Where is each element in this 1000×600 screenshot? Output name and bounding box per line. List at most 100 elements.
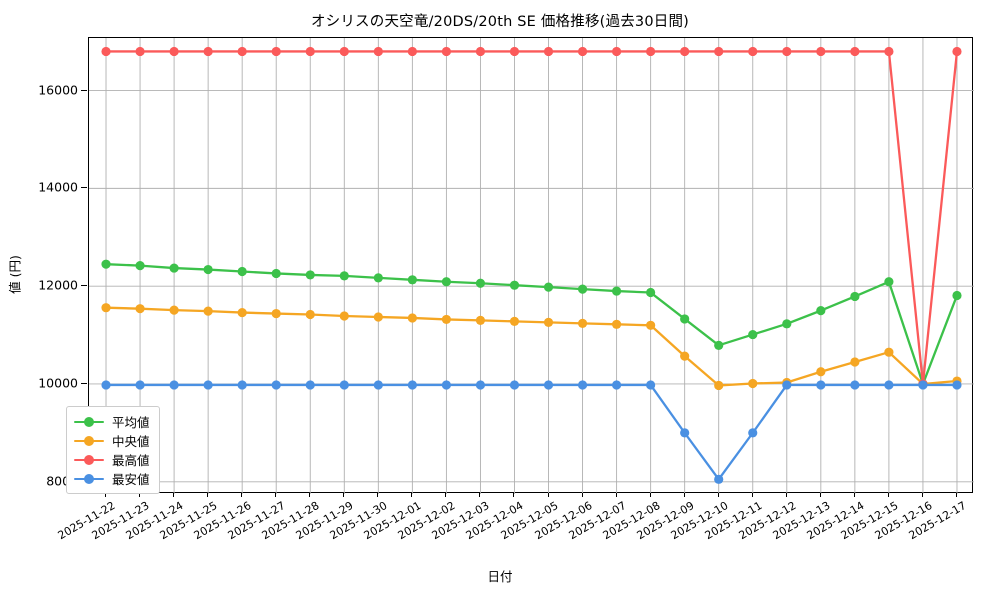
x-axis-tick-mark — [275, 493, 277, 497]
legend-item-平均値[interactable]: 平均値 — [74, 412, 150, 431]
data-point — [612, 380, 622, 390]
data-point — [441, 46, 451, 57]
data-point — [748, 428, 758, 438]
data-point — [407, 313, 417, 323]
legend-item-最高値[interactable]: 最高値 — [74, 450, 150, 469]
data-point — [816, 367, 826, 377]
x-axis-tick-mark — [343, 493, 345, 497]
data-point — [169, 263, 179, 273]
data-point — [203, 380, 213, 390]
data-point — [543, 317, 554, 327]
series-line-平均値 — [104, 263, 959, 386]
data-point — [169, 305, 179, 315]
legend-label: 中央値 — [112, 434, 150, 449]
data-point — [714, 46, 724, 57]
x-axis-tick-mark — [717, 493, 719, 497]
legend-item-中央値[interactable]: 中央値 — [74, 431, 150, 450]
data-point — [441, 314, 451, 325]
data-point — [101, 303, 111, 313]
y-axis-tick-label: 12000 — [38, 277, 78, 293]
data-point — [850, 291, 860, 302]
data-point — [816, 380, 826, 390]
data-point — [748, 329, 758, 340]
data-point — [305, 380, 315, 390]
x-axis-tick-mark — [751, 493, 753, 497]
x-axis-tick-mark — [819, 493, 821, 497]
x-axis-tick-mark — [309, 493, 311, 497]
legend-swatch-icon — [74, 434, 104, 448]
data-point — [646, 46, 656, 57]
data-point — [475, 278, 486, 288]
data-point — [577, 46, 588, 57]
x-axis-tick-mark — [615, 493, 617, 497]
data-point — [680, 428, 690, 438]
data-point — [646, 287, 656, 298]
data-point — [577, 380, 588, 390]
data-point — [305, 270, 315, 280]
y-axis-tick-mark — [81, 382, 87, 384]
data-point — [850, 380, 860, 390]
data-point — [101, 380, 111, 390]
x-axis-tick-mark — [139, 493, 141, 497]
data-point — [680, 46, 690, 57]
legend-item-最安値[interactable]: 最安値 — [74, 469, 150, 488]
data-point — [135, 261, 145, 271]
data-point — [577, 284, 588, 294]
data-point — [373, 46, 383, 57]
data-point — [816, 46, 826, 57]
x-axis-tick-mark — [207, 493, 209, 497]
data-point — [237, 266, 247, 277]
data-series-layer — [101, 46, 962, 484]
data-point — [169, 46, 179, 57]
data-point — [339, 271, 349, 281]
data-point — [475, 46, 486, 57]
data-point — [237, 380, 247, 390]
data-point — [237, 307, 247, 318]
data-point — [748, 378, 758, 389]
data-point — [339, 46, 349, 57]
legend-label: 平均値 — [112, 415, 150, 430]
y-axis-tick-mark — [81, 187, 87, 189]
x-axis-tick-mark — [921, 493, 923, 497]
data-point — [543, 282, 554, 292]
data-point — [271, 46, 281, 57]
x-axis-tick-mark — [581, 493, 583, 497]
y-axis-tick-label: 14000 — [38, 179, 78, 195]
series-line-最安値 — [104, 383, 959, 481]
data-point — [612, 46, 622, 57]
x-axis-tick-mark — [513, 493, 515, 497]
data-point — [782, 46, 792, 57]
data-point — [646, 380, 656, 390]
data-point — [475, 380, 486, 390]
data-point — [714, 380, 724, 391]
y-axis-tick-mark — [81, 89, 87, 91]
data-point — [748, 46, 758, 57]
x-axis-tick-mark — [105, 493, 107, 497]
legend-swatch-icon — [74, 415, 104, 429]
data-point — [407, 46, 417, 57]
legend-swatch-icon — [74, 472, 104, 486]
legend-swatch-icon — [74, 453, 104, 467]
legend-label: 最安値 — [112, 472, 150, 487]
data-point — [884, 347, 894, 357]
series-line-中央値 — [104, 306, 959, 387]
x-axis-tick-mark — [547, 493, 549, 497]
data-point — [850, 46, 860, 57]
data-point — [271, 268, 281, 279]
x-axis-tick-mark — [479, 493, 481, 497]
x-axis-tick-mark — [377, 493, 379, 497]
data-point — [714, 474, 724, 484]
x-axis-tick-mark — [445, 493, 447, 497]
data-point — [952, 46, 962, 57]
data-point — [850, 357, 860, 367]
data-point — [680, 351, 690, 361]
x-axis-tick-mark — [683, 493, 685, 497]
x-axis-tick-mark — [785, 493, 787, 497]
data-point — [952, 290, 962, 301]
data-point — [509, 380, 520, 390]
y-axis-tick-label: 10000 — [38, 375, 78, 391]
data-point — [135, 380, 145, 390]
data-point — [339, 380, 349, 390]
data-point — [918, 380, 928, 390]
x-axis-label: 日付 — [487, 569, 513, 584]
